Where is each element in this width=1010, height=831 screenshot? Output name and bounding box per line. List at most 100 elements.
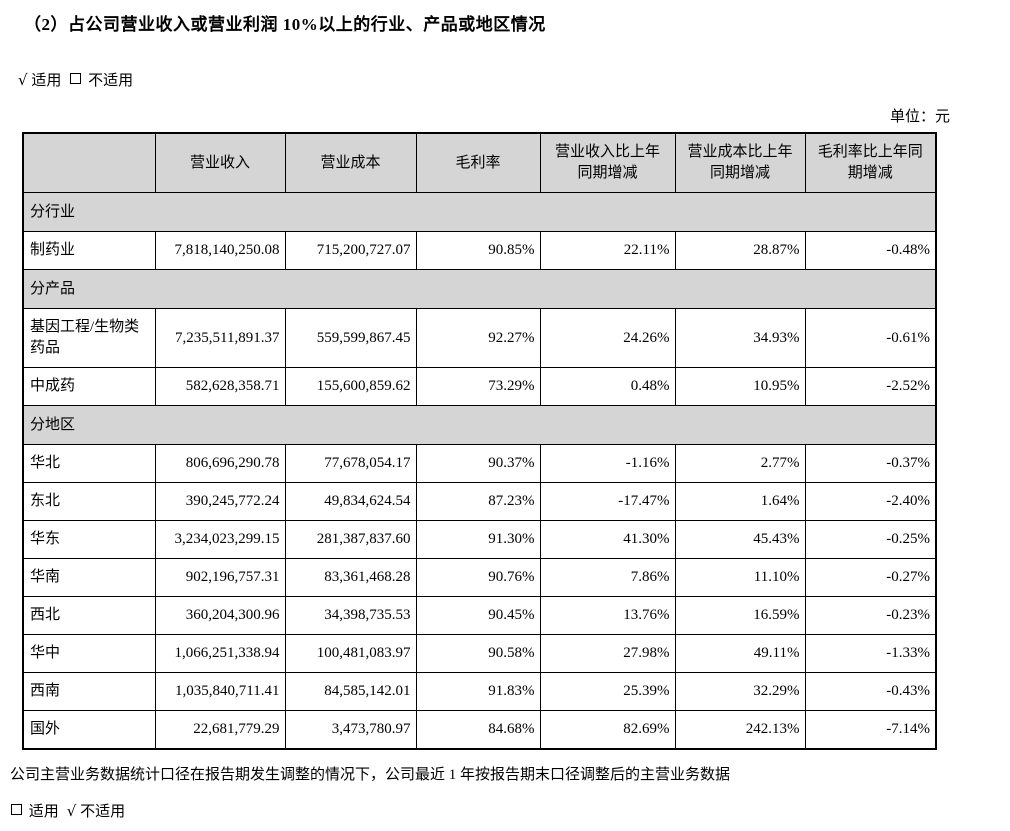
value-cell: 7,818,140,250.08	[154, 231, 286, 270]
data-row: 西南 1,035,840,711.41 84,585,142.01 91.83% 25.…	[22, 672, 937, 711]
value-cell: 73.29%	[415, 367, 541, 406]
value-cell: 902,196,757.31	[154, 558, 286, 597]
section-row: 分行业	[22, 192, 937, 232]
value-cell: 84.68%	[415, 710, 541, 750]
applicability-top: √ 适用 不适用	[18, 69, 1010, 90]
value-cell: 83,361,468.28	[284, 558, 417, 597]
applicability-bottom: 适用 √ 不适用	[10, 800, 1010, 821]
row-label-cell: 华中	[22, 634, 156, 673]
value-cell: -1.33%	[804, 634, 937, 673]
header-cell: 营业收入比上年同期增减	[539, 132, 676, 193]
row-label-cell: 国外	[22, 710, 156, 750]
value-cell: 90.58%	[415, 634, 541, 673]
check-mark-icon: √	[66, 802, 77, 820]
value-cell: 82.69%	[539, 710, 676, 750]
not-applicable-label: 不适用	[88, 73, 134, 89]
value-cell: -0.43%	[804, 672, 937, 711]
section-label: 分行业	[22, 192, 937, 232]
footer-note: 公司主营业务数据统计口径在报告期发生调整的情况下，公司最近 1 年按报告期末口径…	[10, 767, 731, 783]
header-row: 营业收入 营业成本 毛利率 营业收入比上年同期增减 营业成本比上年同期增减 毛利率比上年同…	[22, 132, 937, 193]
value-cell: 90.37%	[415, 444, 541, 483]
applicable-label: 适用	[31, 73, 62, 89]
value-cell: 91.30%	[415, 520, 541, 559]
main-table: 营业收入 营业成本 毛利率 营业收入比上年同期增减 营业成本比上年同期增减 毛利率比上年同…	[22, 132, 937, 750]
value-cell: 806,696,290.78	[154, 444, 286, 483]
value-cell: 0.48%	[539, 367, 676, 406]
value-cell: -0.37%	[804, 444, 937, 483]
table-body: 分行业 制药业 7,818,140,250.08 715,200,727.07 90.8…	[22, 192, 937, 750]
data-row: 基因工程/生物类药品 7,235,511,891.37 559,599,867.45…	[22, 308, 937, 368]
row-label-cell: 中成药	[22, 367, 156, 406]
value-cell: 84,585,142.01	[284, 672, 417, 711]
value-cell: 11.10%	[674, 558, 806, 597]
data-row: 华南 902,196,757.31 83,361,468.28 90.76% 7.86%…	[22, 558, 937, 597]
value-cell: 90.85%	[415, 231, 541, 270]
section-row: 分地区	[22, 405, 937, 445]
header-cell-empty	[22, 132, 156, 193]
value-cell: 41.30%	[539, 520, 676, 559]
row-label-cell: 制药业	[22, 231, 156, 270]
data-row: 东北 390,245,772.24 49,834,624.54 87.23% -17.4…	[22, 482, 937, 521]
header-cell: 毛利率	[415, 132, 541, 193]
value-cell: -0.23%	[804, 596, 937, 635]
value-cell: -0.25%	[804, 520, 937, 559]
value-cell: 77,678,054.17	[284, 444, 417, 483]
value-cell: 13.76%	[539, 596, 676, 635]
applicable-label: 适用	[28, 804, 59, 820]
value-cell: 155,600,859.62	[284, 367, 417, 406]
value-cell: 7.86%	[539, 558, 676, 597]
checkbox-icon	[70, 73, 82, 84]
data-row: 华北 806,696,290.78 77,678,054.17 90.37% -1.16…	[22, 444, 937, 483]
row-label-cell: 华北	[22, 444, 156, 483]
value-cell: 10.95%	[674, 367, 806, 406]
value-cell: -2.40%	[804, 482, 937, 521]
value-cell: 16.59%	[674, 596, 806, 635]
header-cell: 营业收入	[154, 132, 286, 193]
value-cell: 281,387,837.60	[284, 520, 417, 559]
data-row: 西北 360,204,300.96 34,398,735.53 90.45% 13.76…	[22, 596, 937, 635]
value-cell: 715,200,727.07	[284, 231, 417, 270]
row-label-cell: 西北	[22, 596, 156, 635]
value-cell: 360,204,300.96	[154, 596, 286, 635]
section-label: 分产品	[22, 269, 937, 309]
value-cell: 1,066,251,338.94	[154, 634, 286, 673]
row-label-cell: 西南	[22, 672, 156, 711]
value-cell: 25.39%	[539, 672, 676, 711]
value-cell: -17.47%	[539, 482, 676, 521]
checkbox-icon	[11, 804, 22, 815]
value-cell: 28.87%	[674, 231, 806, 270]
data-row: 中成药 582,628,358.71 155,600,859.62 73.29% 0.4…	[22, 367, 937, 406]
value-cell: 22.11%	[539, 231, 676, 270]
value-cell: 34.93%	[674, 308, 806, 368]
value-cell: 3,234,023,299.15	[154, 520, 286, 559]
value-cell: 27.98%	[539, 634, 676, 673]
row-label-cell: 华东	[22, 520, 156, 559]
value-cell: 34,398,735.53	[284, 596, 417, 635]
value-cell: -0.27%	[804, 558, 937, 597]
value-cell: 45.43%	[674, 520, 806, 559]
value-cell: 242.13%	[674, 710, 806, 750]
value-cell: -1.16%	[539, 444, 676, 483]
page-title: （2）占公司营业收入或营业利润 10%以上的行业、产品或地区情况	[24, 15, 546, 34]
row-label-cell: 华南	[22, 558, 156, 597]
value-cell: 1,035,840,711.41	[154, 672, 286, 711]
value-cell: 91.83%	[415, 672, 541, 711]
section-label: 分地区	[22, 405, 937, 445]
row-label-cell: 东北	[22, 482, 156, 521]
value-cell: 24.26%	[539, 308, 676, 368]
value-cell: 582,628,358.71	[154, 367, 286, 406]
value-cell: 92.27%	[415, 308, 541, 368]
value-cell: -0.48%	[804, 231, 937, 270]
value-cell: 32.29%	[674, 672, 806, 711]
data-row: 国外 22,681,779.29 3,473,780.97 84.68% 82.69% 2…	[22, 710, 937, 750]
section-row: 分产品	[22, 269, 937, 309]
value-cell: 390,245,772.24	[154, 482, 286, 521]
value-cell: -0.61%	[804, 308, 937, 368]
value-cell: 2.77%	[674, 444, 806, 483]
value-cell: -2.52%	[804, 367, 937, 406]
row-label-cell: 基因工程/生物类药品	[22, 308, 156, 368]
header-cell: 营业成本	[284, 132, 417, 193]
header-cell: 营业成本比上年同期增减	[674, 132, 806, 193]
header-cell: 毛利率比上年同期增减	[804, 132, 937, 193]
check-mark-icon: √	[18, 71, 28, 89]
